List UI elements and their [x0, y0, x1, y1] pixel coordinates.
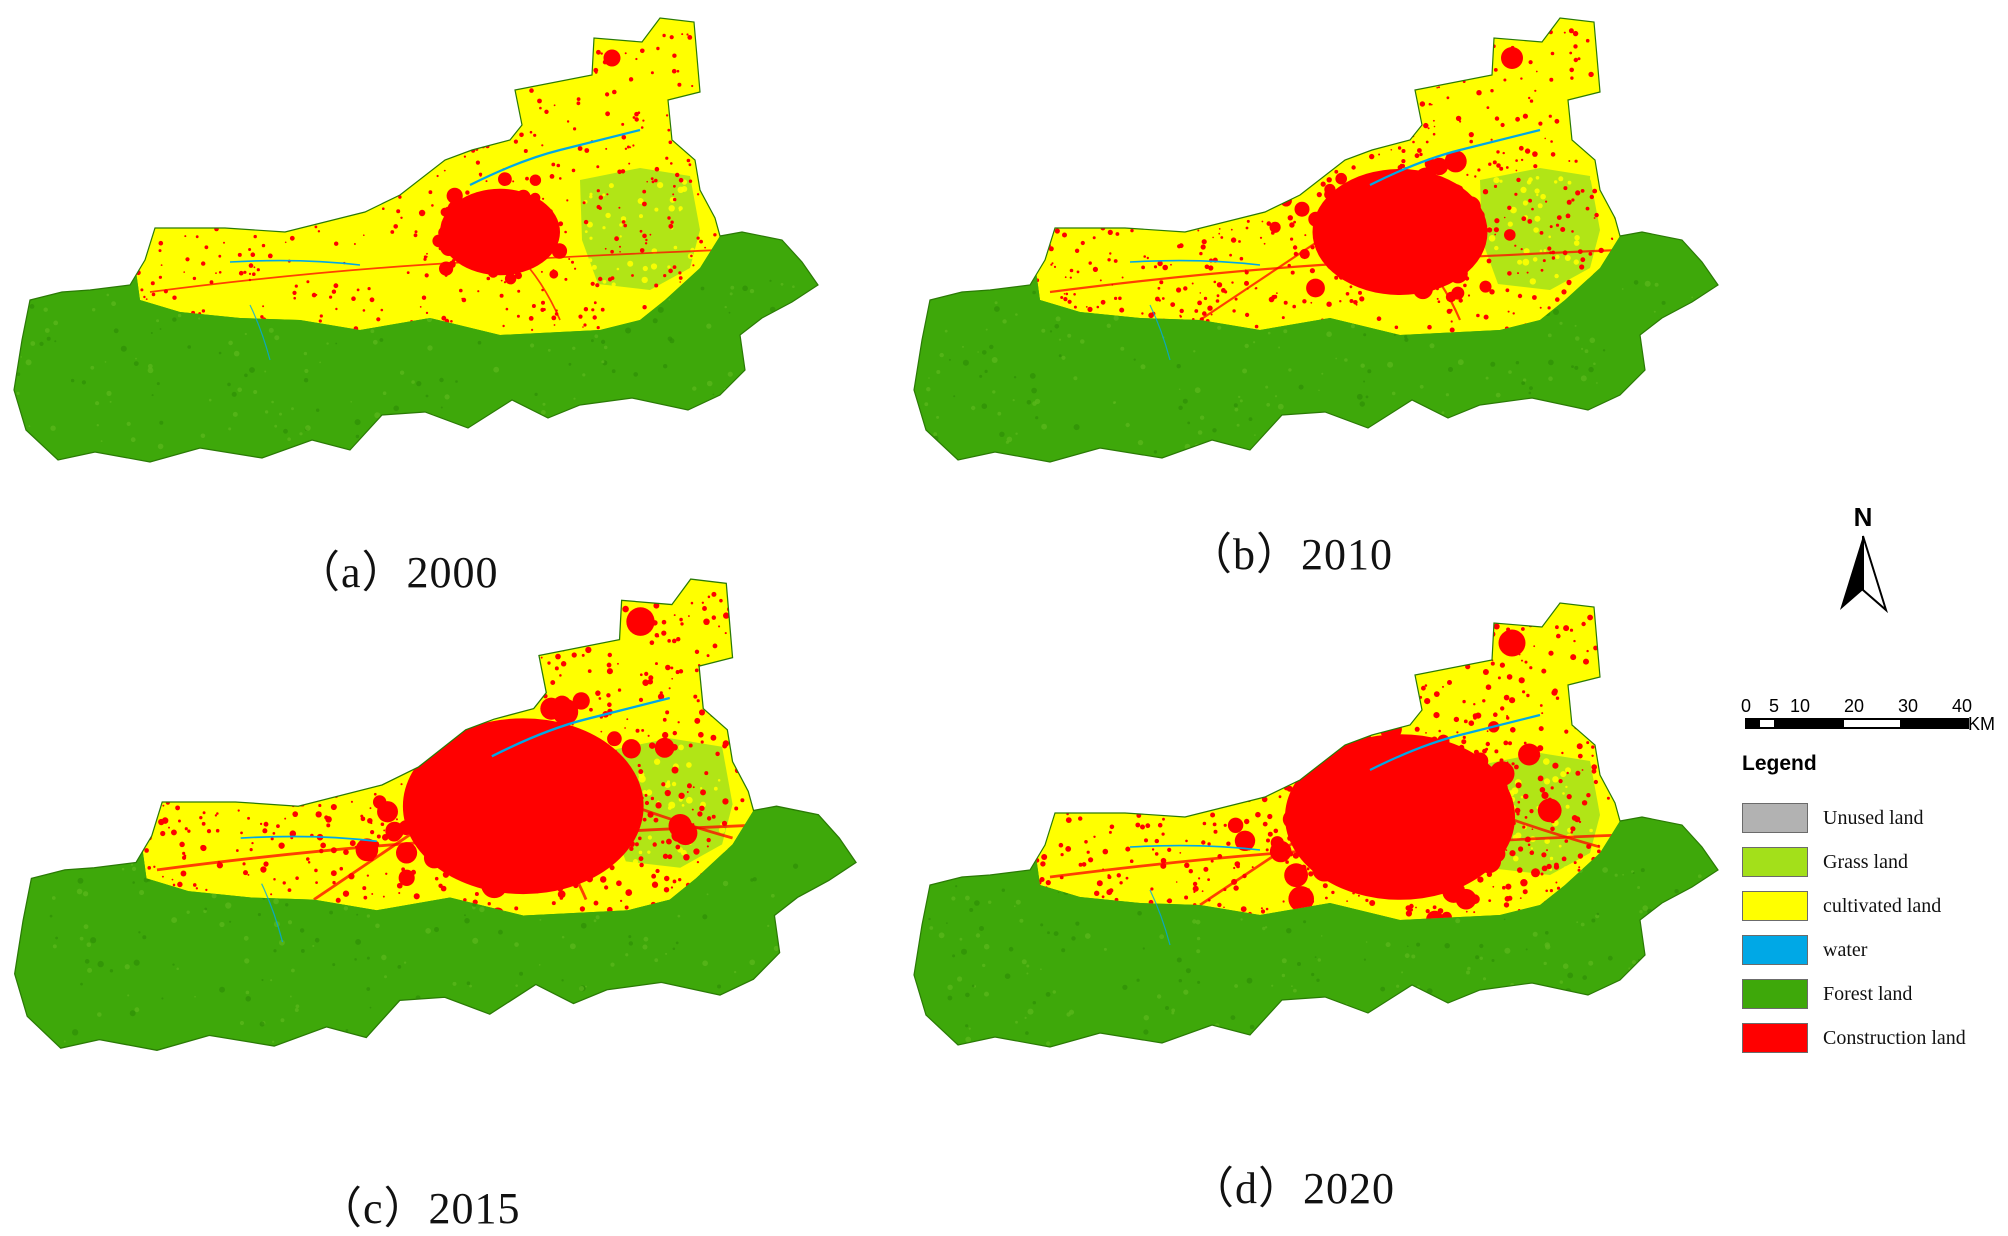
- land-use-map-2010: [913, 17, 1719, 463]
- legend-item-construction-land: Construction land: [1742, 1016, 2008, 1060]
- legend-swatch: [1742, 1023, 1808, 1053]
- legend-swatch: [1742, 935, 1808, 965]
- land-use-map-2000: [13, 17, 819, 463]
- legend-item-cultivated-land: cultivated land: [1742, 884, 2008, 928]
- panel-caption-b: （b）2010: [1188, 530, 1393, 579]
- legend-label: Forest land: [1823, 982, 1913, 1005]
- land-use-map-2020: [913, 602, 1719, 1048]
- legend-swatch: [1742, 891, 1808, 921]
- panel-caption-a: （a）2000: [296, 548, 499, 597]
- legend-item-forest-land: Forest land: [1742, 972, 2008, 1016]
- scale-tick-30: 30: [1897, 696, 1919, 716]
- scale-tick-40: 40: [1951, 696, 1973, 716]
- scale-tick-20: 20: [1843, 696, 1865, 716]
- scale-tick-5: 5: [1768, 696, 1780, 716]
- legend-label: cultivated land: [1823, 894, 1942, 917]
- scale-tick-0: 0: [1740, 696, 1752, 716]
- legend: Legend Unused land Grass land cultivated…: [1742, 752, 2008, 1060]
- scale-bar: [1745, 718, 1969, 729]
- legend-swatch: [1742, 847, 1808, 877]
- land-use-map-2015: [14, 578, 857, 1051]
- legend-title: Legend: [1742, 752, 1817, 775]
- legend-item-unused-land: Unused land: [1742, 796, 2008, 840]
- legend-label: Grass land: [1823, 850, 1908, 873]
- panel-caption-d: （d）2020: [1190, 1164, 1395, 1213]
- legend-swatch: [1742, 803, 1808, 833]
- legend-label: Construction land: [1823, 1026, 1966, 1049]
- legend-label: water: [1823, 938, 1868, 961]
- legend-label: Unused land: [1823, 806, 1924, 829]
- scale-unit: KM: [1968, 714, 1995, 734]
- legend-item-grass-land: Grass land: [1742, 840, 2008, 884]
- legend-swatch: [1742, 979, 1808, 1009]
- panel-caption-c: （c）2015: [318, 1184, 521, 1233]
- north-label: N: [1853, 502, 1873, 532]
- scale-tick-10: 10: [1789, 696, 1811, 716]
- north-arrow-icon: [1840, 535, 1888, 614]
- legend-item-water: water: [1742, 928, 2008, 972]
